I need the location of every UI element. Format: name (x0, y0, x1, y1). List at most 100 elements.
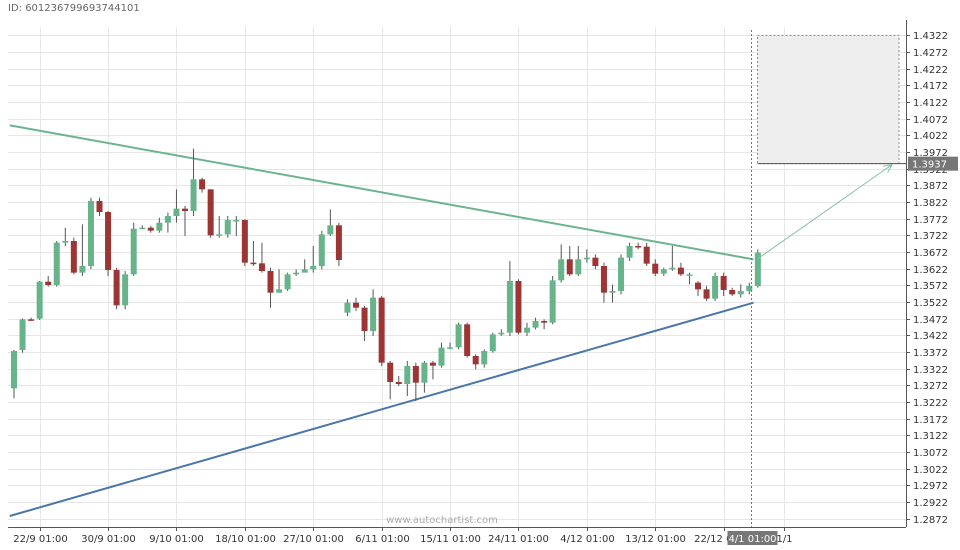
y-tick-label: 1.3722 (913, 231, 948, 242)
y-tick-label: 1.3572 (913, 281, 948, 292)
candle (635, 242, 642, 250)
candle-body-up (276, 289, 283, 293)
candle (506, 261, 513, 336)
candle-body-up (139, 227, 146, 230)
candle-body-up (216, 234, 223, 236)
candle (182, 206, 188, 236)
candle-body-down (635, 246, 642, 248)
candle-body-up (36, 281, 43, 319)
candle (96, 197, 103, 216)
y-tick-label: 1.4122 (913, 98, 948, 109)
candle (575, 246, 582, 276)
candle-body-up (660, 269, 667, 274)
candle-body-up (754, 252, 761, 286)
y-tick-label: 1.4322 (913, 31, 948, 42)
candle (250, 241, 257, 266)
candle-body-down (464, 324, 471, 356)
candle (28, 317, 35, 321)
candle (45, 276, 52, 287)
candle (370, 289, 377, 336)
candle-body-down (105, 212, 112, 270)
candle-body-up (130, 228, 137, 275)
candle (515, 279, 522, 335)
candle-body-down (515, 281, 522, 333)
candle-body-up (532, 321, 539, 328)
y-tick-label: 1.3672 (913, 248, 948, 259)
candle (532, 317, 539, 330)
candle-body-up (618, 257, 625, 291)
watermark-text: www.autochartist.com (386, 515, 498, 526)
candle (318, 231, 325, 270)
candle (447, 342, 454, 350)
candle (284, 272, 291, 291)
candle-body-down (361, 307, 368, 331)
candle (276, 269, 283, 293)
grid-lines (8, 27, 906, 527)
candle-body-up (233, 220, 240, 222)
candle (327, 209, 334, 236)
candle-body-up (575, 259, 582, 275)
candle (566, 246, 573, 276)
candle-body-up (156, 222, 163, 231)
candle (395, 376, 402, 386)
candle-body-down (28, 319, 35, 321)
candle-body-up (524, 327, 530, 333)
candle (489, 332, 496, 353)
candle-body-up (498, 332, 505, 335)
candle (686, 272, 693, 285)
candle-body-down (387, 362, 394, 382)
chart-id-label: ID: 6012367996937441​01 (8, 3, 140, 14)
candle (524, 322, 530, 336)
candle-body-down (113, 270, 120, 306)
y-tick-label: 1.4222 (913, 65, 948, 76)
candle (438, 342, 445, 368)
candle (481, 349, 488, 368)
candle (558, 244, 565, 283)
candle-body-up (438, 347, 445, 366)
y-tick-label: 1.2872 (913, 515, 948, 526)
candle-body-up (19, 319, 26, 350)
candle-body-down (541, 321, 548, 323)
candle (164, 212, 171, 233)
candle (737, 284, 744, 298)
candle (626, 242, 633, 261)
candle (660, 267, 667, 276)
candle-body-up (455, 324, 462, 348)
candle-body-down (395, 382, 402, 384)
candle (677, 262, 684, 276)
y-tick-label: 1.3272 (913, 381, 948, 392)
candles (11, 148, 761, 401)
candle (241, 219, 248, 266)
x-tick-label: 30/9 01:00 (81, 534, 135, 545)
candle (754, 249, 761, 288)
x-tick-label: 18/10 01:00 (215, 534, 276, 545)
candle-body-down (729, 290, 736, 295)
y-tick-label: 1.3222 (913, 398, 948, 409)
candle-body-down (45, 281, 52, 285)
candle-body-up (284, 274, 291, 290)
forecast-zone (751, 30, 906, 527)
candle-body-up (481, 351, 488, 365)
x-tick-label: 6/11 01:00 (355, 534, 409, 545)
candle-body-up (310, 266, 317, 270)
candle-body-down (182, 208, 188, 211)
candle (173, 189, 180, 223)
candle (105, 211, 112, 276)
candle-body-down (703, 289, 710, 299)
x-tick-label: 24/11 01:00 (488, 534, 549, 545)
candle-body-up (686, 274, 693, 276)
candle (652, 259, 659, 276)
x-tick-label: 1/1 (776, 534, 792, 545)
x-tick-label: 13/12 01:00 (625, 534, 686, 545)
candle-body-down (429, 362, 436, 366)
candle (293, 269, 300, 276)
candle-body-up (609, 291, 616, 293)
x-tick-label: 27/10 01:00 (283, 534, 344, 545)
candle-body-up (669, 267, 676, 270)
y-tick-label: 1.3972 (913, 148, 948, 159)
candle-body-up (344, 302, 351, 313)
x-tick-label: 4/12 01:00 (560, 534, 614, 545)
y-tick-label: 1.4272 (913, 48, 948, 59)
